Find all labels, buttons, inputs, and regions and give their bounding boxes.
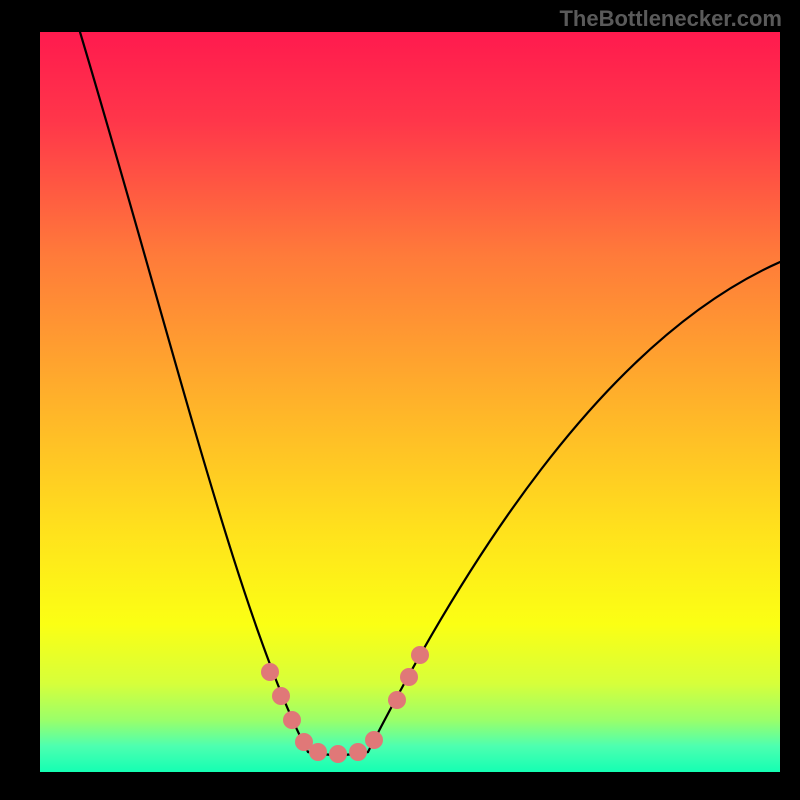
bottleneck-curve-left — [80, 32, 308, 752]
data-marker — [411, 646, 429, 664]
data-marker — [400, 668, 418, 686]
chart-overlay-svg — [40, 32, 780, 772]
data-marker — [309, 743, 327, 761]
data-marker — [272, 687, 290, 705]
data-marker — [388, 691, 406, 709]
data-marker — [365, 731, 383, 749]
data-marker — [283, 711, 301, 729]
data-marker — [349, 743, 367, 761]
bottleneck-curve-right — [368, 262, 780, 752]
chart-plot-area — [40, 32, 780, 772]
data-marker — [329, 745, 347, 763]
watermark-text: TheBottlenecker.com — [559, 6, 782, 32]
data-marker — [261, 663, 279, 681]
